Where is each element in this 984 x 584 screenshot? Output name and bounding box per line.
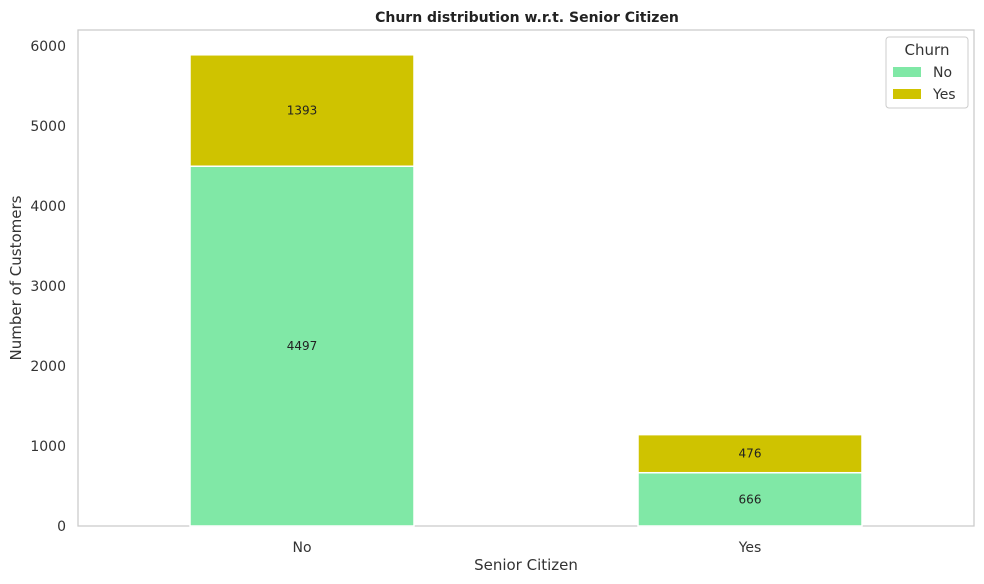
data-label: 666 bbox=[739, 492, 762, 506]
legend-swatch-no bbox=[893, 67, 921, 77]
y-tick-label: 1000 bbox=[30, 439, 66, 455]
y-axis-label: Number of Customers bbox=[7, 195, 25, 360]
y-tick-label: 6000 bbox=[30, 39, 66, 55]
chart-title: Churn distribution w.r.t. Senior Citizen bbox=[375, 10, 679, 26]
y-tick-label: 0 bbox=[57, 519, 66, 535]
legend-swatch-yes bbox=[893, 89, 921, 99]
legend-label-yes: Yes bbox=[932, 87, 956, 103]
legend-label-no: No bbox=[933, 65, 952, 81]
data-label: 476 bbox=[739, 447, 762, 461]
bar-yes-yes bbox=[637, 433, 863, 474]
bars bbox=[189, 54, 863, 527]
x-tick-label: Yes bbox=[738, 540, 762, 556]
y-tick-label: 3000 bbox=[30, 279, 66, 295]
bar-no-yes bbox=[189, 54, 415, 167]
y-axis: 0 1000 2000 3000 4000 5000 6000 bbox=[30, 39, 66, 535]
x-tick-label: No bbox=[292, 540, 311, 556]
plot-frame bbox=[77, 29, 975, 527]
legend-title: Churn bbox=[905, 41, 950, 59]
data-label: 1393 bbox=[287, 104, 318, 118]
data-label: 4497 bbox=[287, 339, 318, 353]
y-tick-label: 2000 bbox=[30, 359, 66, 375]
y-tick-label: 4000 bbox=[30, 199, 66, 215]
y-tick-label: 5000 bbox=[30, 119, 66, 135]
x-axis-label: Senior Citizen bbox=[474, 556, 578, 574]
legend: Churn No Yes bbox=[885, 36, 969, 109]
x-axis: No Yes bbox=[292, 540, 761, 556]
data-labels: 4497 1393 666 476 bbox=[287, 104, 762, 507]
